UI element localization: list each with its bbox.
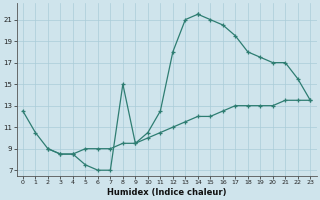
X-axis label: Humidex (Indice chaleur): Humidex (Indice chaleur)	[107, 188, 226, 197]
